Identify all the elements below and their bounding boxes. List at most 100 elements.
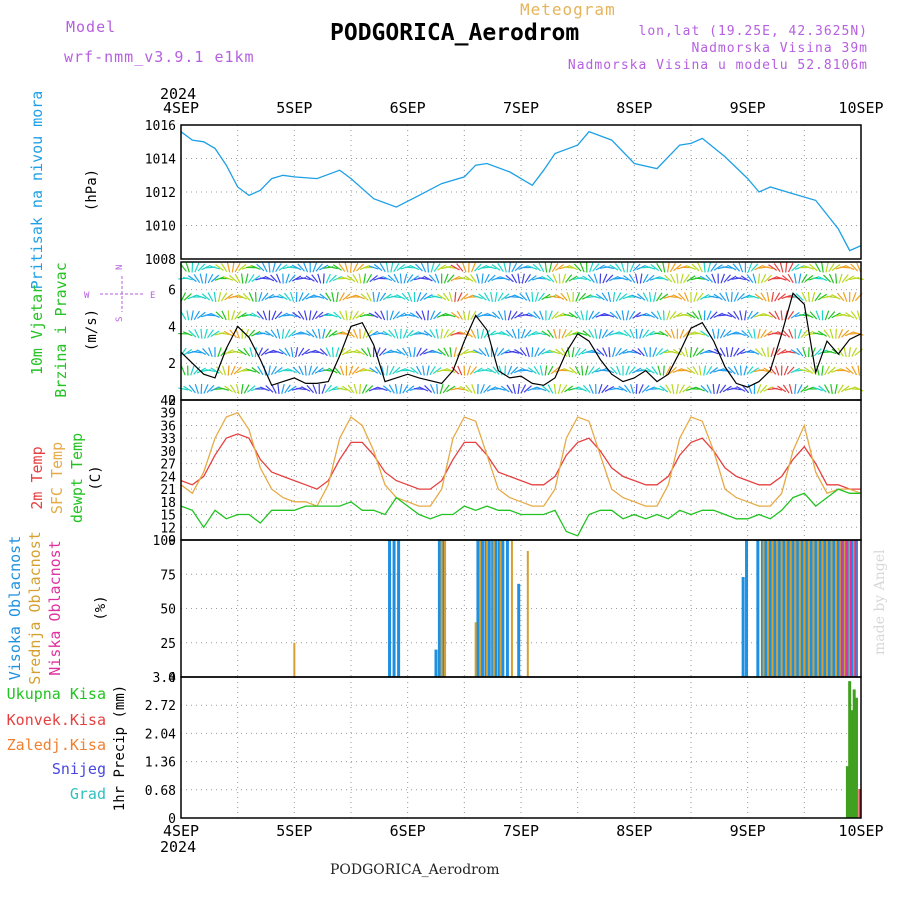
wind-arrow <box>298 292 304 302</box>
wind-arrow <box>588 329 595 339</box>
top-day-label: 8SEP <box>616 99 652 117</box>
wind-arrow <box>730 347 734 358</box>
wind-arrow <box>405 368 415 373</box>
wind-arrow <box>378 348 387 357</box>
high-cloud-bar <box>388 540 392 677</box>
wind-arrow <box>486 367 497 374</box>
wind-arrow <box>527 265 538 270</box>
wind-arrow <box>716 383 721 394</box>
wind-arrow <box>521 273 525 284</box>
wind-arrow <box>352 262 359 273</box>
wind-arrow <box>382 276 393 282</box>
wind-arrow <box>296 387 307 391</box>
wind-arrow <box>303 310 308 321</box>
wind-arrow <box>481 273 484 284</box>
wind-arrow <box>682 385 691 393</box>
wind-arrow <box>272 262 276 273</box>
wind-arrow <box>451 366 460 375</box>
wind-arrow <box>394 383 398 394</box>
wind-arrow <box>287 266 298 269</box>
wind-arrow <box>364 368 375 373</box>
wind-arrow <box>360 347 369 357</box>
wind-arrow <box>505 274 514 283</box>
wind-arrow <box>432 295 443 299</box>
wind-arrow <box>799 368 810 373</box>
wind-arrow <box>429 310 436 321</box>
wind-arrow <box>834 383 838 394</box>
wind-arrow <box>512 383 516 394</box>
wind-arrow <box>797 328 802 339</box>
wind-arrow <box>564 385 574 393</box>
wind-arrow <box>456 310 463 320</box>
high-cloud-bar <box>800 540 804 677</box>
wind-arrow <box>439 383 444 394</box>
wind-arrow <box>844 264 855 271</box>
mid-cloud-bar <box>844 540 847 677</box>
wind-arrow <box>268 262 271 273</box>
high-cloud-bar <box>845 540 849 677</box>
wind-arrow <box>572 387 583 391</box>
wind-arrow <box>520 328 526 339</box>
mid-cloud-bar <box>762 540 765 677</box>
wind-arrow <box>707 262 712 273</box>
wind-arrow <box>300 386 311 392</box>
wind-arrow <box>314 349 325 355</box>
wind-arrow <box>194 384 199 394</box>
y-tick-label: 0.68 <box>145 784 176 799</box>
wind-arrow <box>604 265 615 270</box>
wind-arrow <box>560 384 568 394</box>
wind-arrow <box>764 274 773 283</box>
wind-arrow <box>386 365 389 376</box>
low-cloud-bar <box>845 540 848 677</box>
wind-arrow <box>813 386 823 392</box>
wind-arrow <box>699 293 710 300</box>
wind-arrow <box>571 347 575 358</box>
compass-north: N <box>115 265 125 270</box>
mid-cloud-bar <box>839 540 842 677</box>
wind-arrow <box>435 328 439 339</box>
wind-arrow <box>456 263 464 272</box>
wind-arrow <box>821 262 824 273</box>
wind-arrow <box>262 262 268 273</box>
y-tick-label: 30 <box>160 445 176 460</box>
wind-arrow <box>588 310 595 321</box>
wind-arrow <box>736 293 745 301</box>
wind-arrow <box>374 366 382 375</box>
wind-arrow <box>577 277 588 281</box>
wind-arrow <box>257 365 264 376</box>
high-cloud-bar <box>397 540 401 677</box>
wind-arrow <box>699 275 710 282</box>
wind-arrow <box>656 262 663 273</box>
wind-arrow <box>723 274 731 283</box>
y-tick-label: 0 <box>168 671 176 686</box>
wind-arrow <box>336 332 347 335</box>
wind-arrow <box>303 262 309 273</box>
wind-arrow <box>538 262 545 273</box>
wind-arrow <box>251 275 261 282</box>
wind-arrow <box>563 368 574 373</box>
wind-arrow <box>460 293 469 301</box>
wind-arrow <box>419 292 428 302</box>
wind-arrow <box>314 367 324 374</box>
wind-arrow <box>291 264 302 271</box>
wind-arrow <box>432 367 442 375</box>
wind-arrow <box>640 314 651 317</box>
wind-arrow <box>366 273 373 284</box>
wind-arrow <box>574 310 582 320</box>
wind-arrow <box>800 329 808 339</box>
wind-arrow <box>635 383 638 394</box>
wind-arrow <box>470 329 477 339</box>
mid-cloud-bar <box>848 540 851 677</box>
wind-arrow <box>247 274 255 284</box>
mid-cloud-bar <box>526 550 529 677</box>
high-cloud-bar <box>480 540 484 677</box>
wind-arrow <box>338 263 346 272</box>
wind-arrow <box>219 387 230 391</box>
high-cloud-bar <box>814 540 818 677</box>
mid-cloud-bar <box>486 540 488 677</box>
wind-arrow <box>553 383 557 394</box>
wind-arrow <box>500 349 510 356</box>
wind-arrow <box>669 311 677 320</box>
wind-arrow <box>709 367 718 375</box>
wind-arrow <box>462 262 467 273</box>
